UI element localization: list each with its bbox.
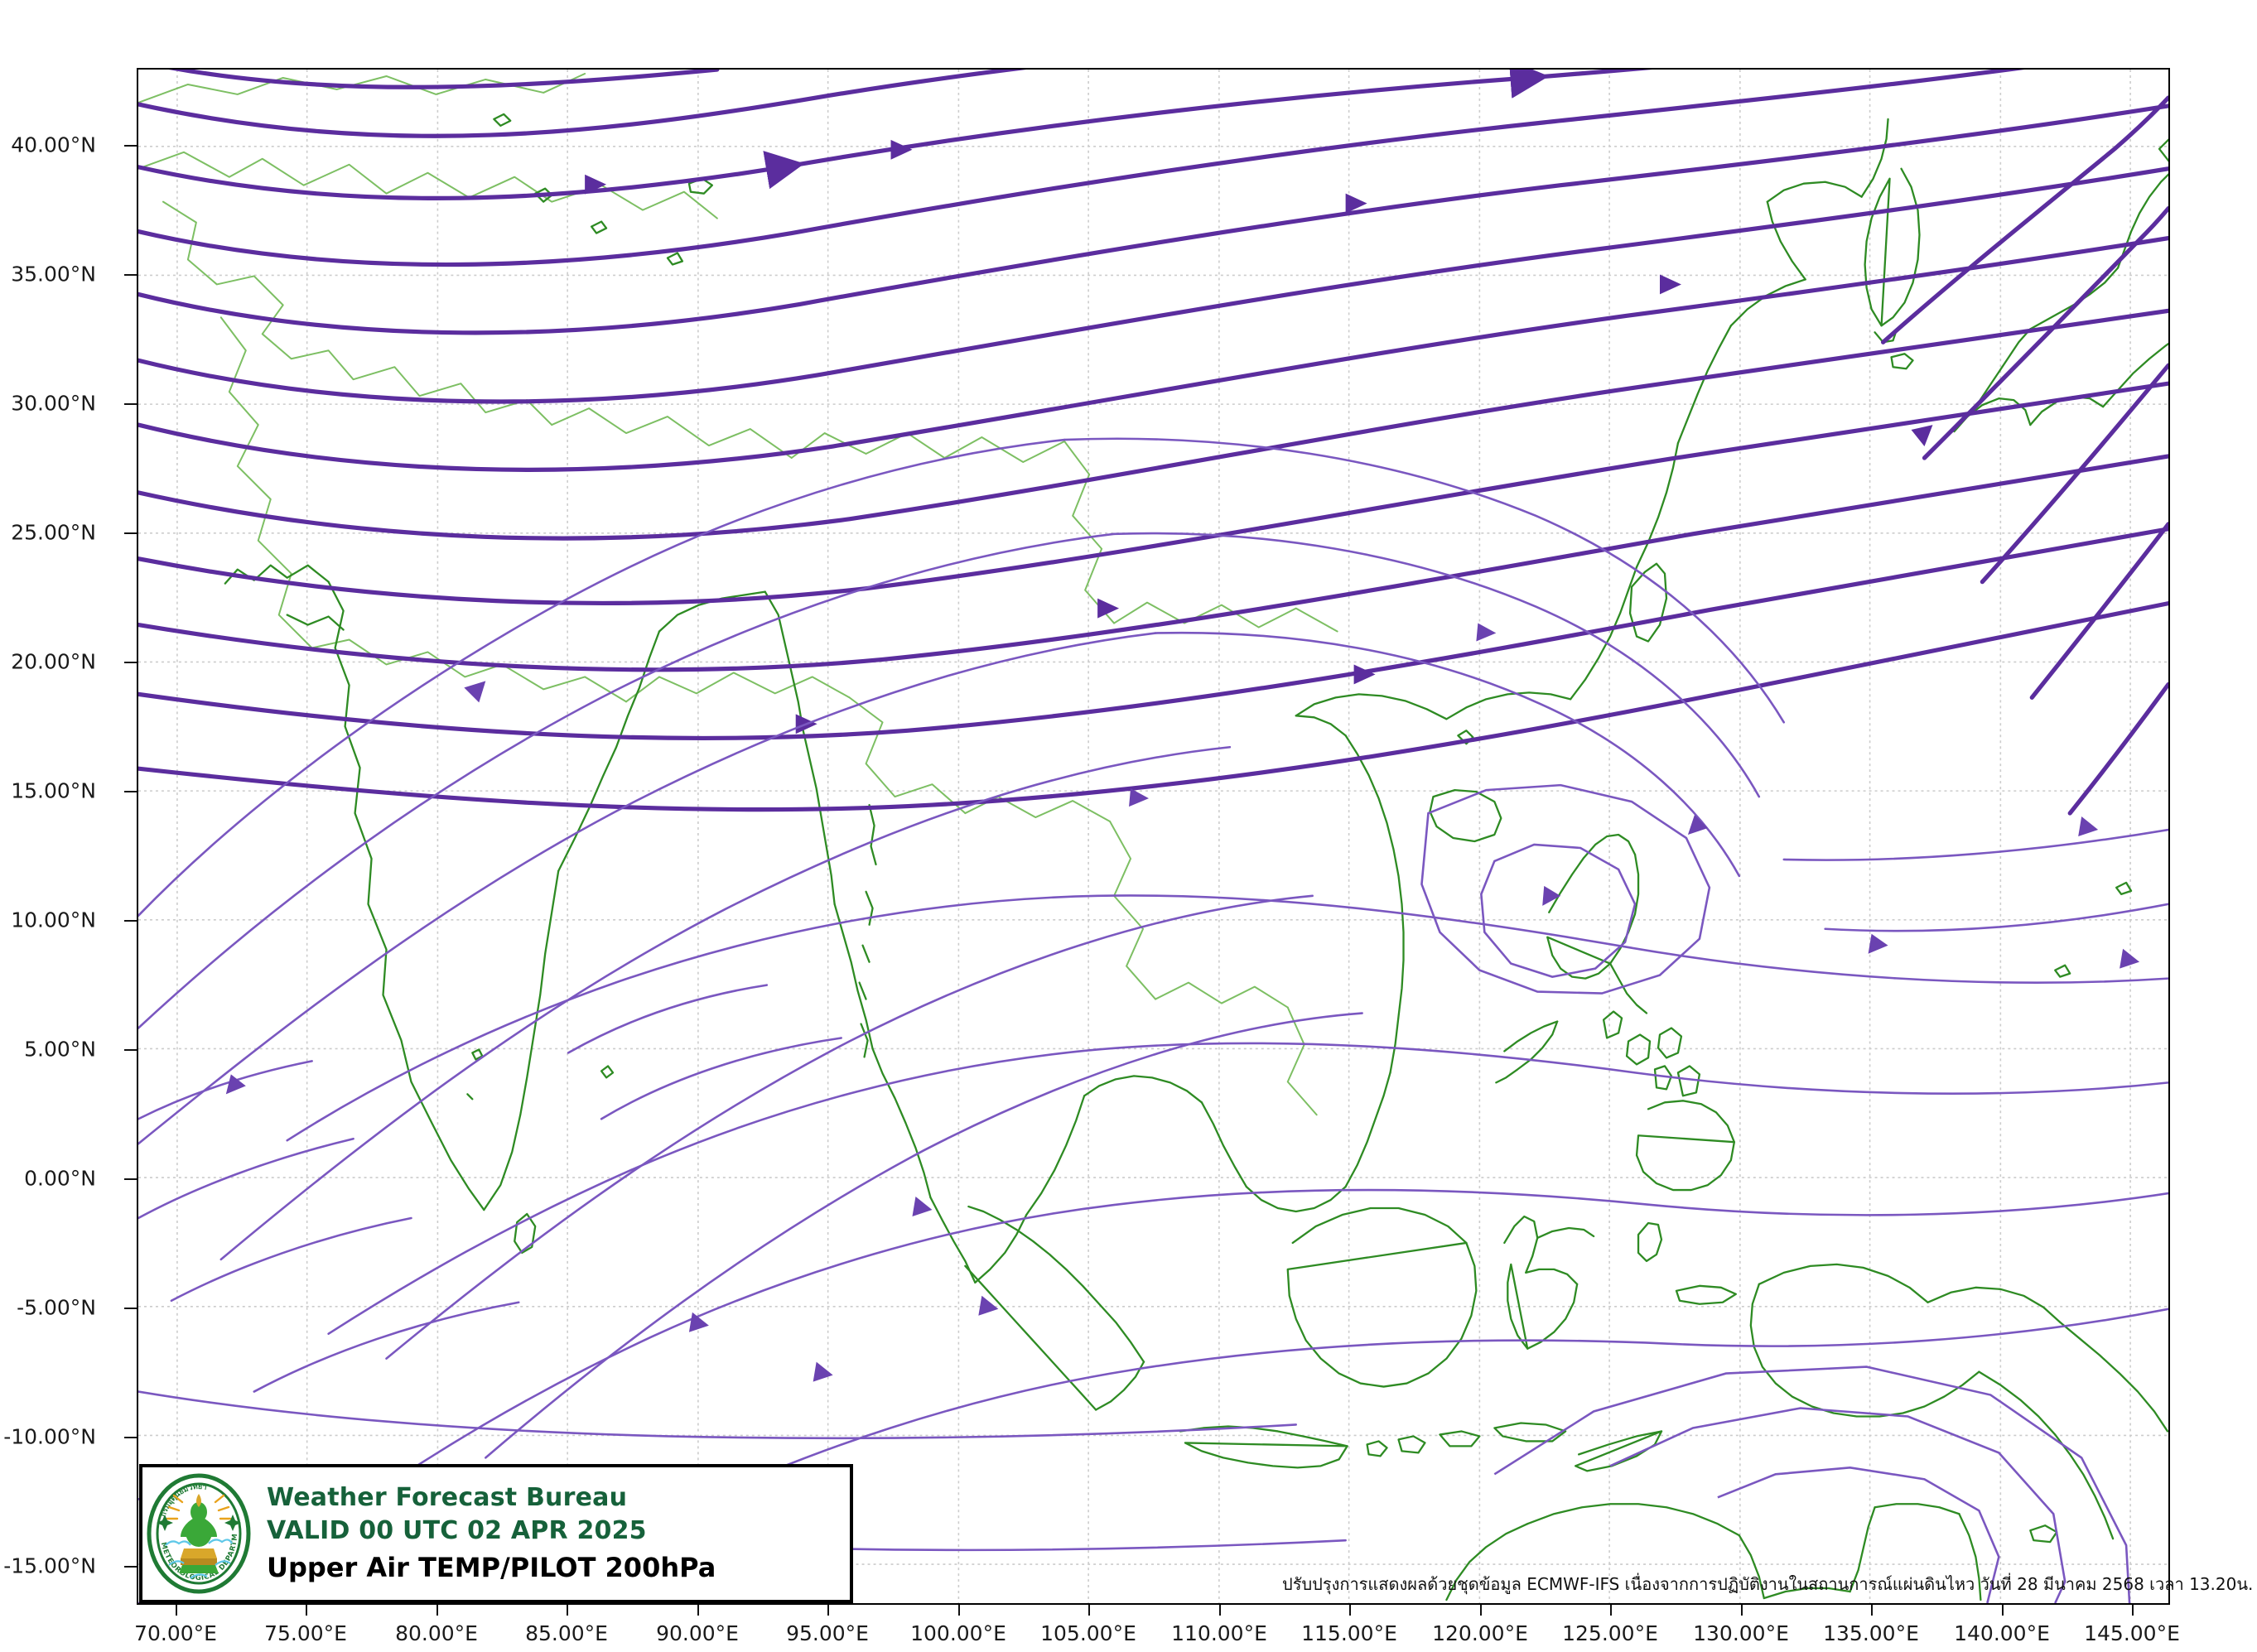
y-axis-label: 20.00°N: [11, 649, 96, 674]
x-tick-mark: [1219, 1605, 1221, 1616]
streamline-arrowheads: [585, 139, 1933, 734]
x-tick-mark: [1088, 1605, 1090, 1616]
x-axis-label: 110.00°E: [1171, 1621, 1267, 1645]
legend-product: Upper Air TEMP/PILOT 200hPa: [267, 1551, 716, 1583]
y-axis-label: 5.00°N: [24, 1037, 96, 1062]
x-axis-label: 105.00°E: [1040, 1621, 1136, 1645]
y-tick-mark: [124, 1049, 137, 1051]
x-tick-mark: [958, 1605, 960, 1616]
x-axis-label: 70.00°E: [134, 1621, 217, 1645]
x-axis-label: 100.00°E: [910, 1621, 1006, 1645]
x-tick-mark: [1480, 1605, 1482, 1616]
y-tick-mark: [124, 145, 137, 147]
x-tick-mark: [176, 1605, 177, 1616]
x-axis-label: 125.00°E: [1562, 1621, 1658, 1645]
y-tick-mark: [124, 403, 137, 405]
logo-container: กรมอุตุนิยมวิทยา METEOROLOGICAL DEPARTME…: [142, 1471, 255, 1597]
x-axis-label: 120.00°E: [1432, 1621, 1528, 1645]
y-tick-mark: [124, 662, 137, 663]
x-axis-label: 90.00°E: [656, 1621, 739, 1645]
streamline-anticyclone-scs: [1420, 783, 1711, 995]
y-axis-label: 10.00°N: [11, 908, 96, 932]
x-tick-mark: [697, 1605, 699, 1616]
streamline-arrowheads-weak: [225, 623, 2140, 1382]
y-axis-label: 30.00°N: [11, 391, 96, 416]
x-tick-mark: [306, 1605, 307, 1616]
thai-meteorological-department-seal-icon: กรมอุตุนิยมวิทยา METEOROLOGICAL DEPARTME…: [144, 1472, 251, 1594]
y-axis-label: 0.00°N: [24, 1166, 96, 1191]
x-tick-mark: [567, 1605, 568, 1616]
streamline-tropical-easterly: [138, 437, 2168, 1603]
y-tick-mark: [124, 1178, 137, 1180]
x-axis-label: 115.00°E: [1301, 1621, 1397, 1645]
x-tick-mark: [436, 1605, 438, 1616]
y-tick-mark: [124, 920, 137, 922]
legend-organization: Weather Forecast Bureau: [267, 1483, 628, 1513]
data-source-footnote: ปรับปรุงการแสดงผลด้วยชุดข้อมูล ECMWF-IFS…: [1282, 1574, 2254, 1594]
y-axis-label: 25.00°N: [11, 520, 96, 545]
legend-valid-time: VALID 00 UTC 02 APR 2025: [267, 1515, 647, 1545]
x-axis-label: 135.00°E: [1823, 1621, 1919, 1645]
x-axis-label: 130.00°E: [1693, 1621, 1789, 1645]
y-tick-mark: [124, 1566, 137, 1568]
gridlines: [138, 70, 2168, 1603]
map-plot-area: [137, 68, 2170, 1605]
x-tick-mark: [1741, 1605, 1743, 1616]
x-axis-label: 140.00°E: [1954, 1621, 2050, 1645]
legend-box: กรมอุตุนิยมวิทยา METEOROLOGICAL DEPARTME…: [139, 1464, 853, 1603]
streamline-jet-band: [138, 70, 2168, 816]
y-axis-label: -15.00°N: [3, 1553, 96, 1578]
x-axis-label: 145.00°E: [2084, 1621, 2180, 1645]
x-tick-mark: [1871, 1605, 1873, 1616]
y-axis-label: 40.00°N: [11, 132, 96, 157]
x-axis-label: 75.00°E: [264, 1621, 347, 1645]
y-tick-mark: [124, 1437, 137, 1438]
streamline-map-svg: [138, 70, 2168, 1603]
x-tick-mark: [2002, 1605, 2004, 1616]
y-tick-mark: [124, 791, 137, 792]
y-tick-mark: [124, 274, 137, 276]
x-tick-mark: [2132, 1605, 2134, 1616]
y-axis-label: 15.00°N: [11, 778, 96, 803]
x-axis-label: 95.00°E: [786, 1621, 869, 1645]
streamline-anticyclone-png: [1493, 1365, 2131, 1603]
x-tick-mark: [827, 1605, 829, 1616]
y-axis-label: -5.00°N: [17, 1295, 96, 1320]
x-axis-label: 85.00°E: [525, 1621, 608, 1645]
coastlines: [138, 72, 2168, 1601]
y-axis-label: 35.00°N: [11, 262, 96, 287]
y-tick-mark: [124, 532, 137, 534]
x-tick-mark: [1349, 1605, 1351, 1616]
legend-text-block: Weather Forecast Bureau VALID 00 UTC 02 …: [255, 1483, 850, 1583]
y-tick-mark: [124, 1308, 137, 1309]
x-axis-label: 80.00°E: [395, 1621, 478, 1645]
x-tick-mark: [1610, 1605, 1612, 1616]
y-axis-label: -10.00°N: [3, 1424, 96, 1449]
